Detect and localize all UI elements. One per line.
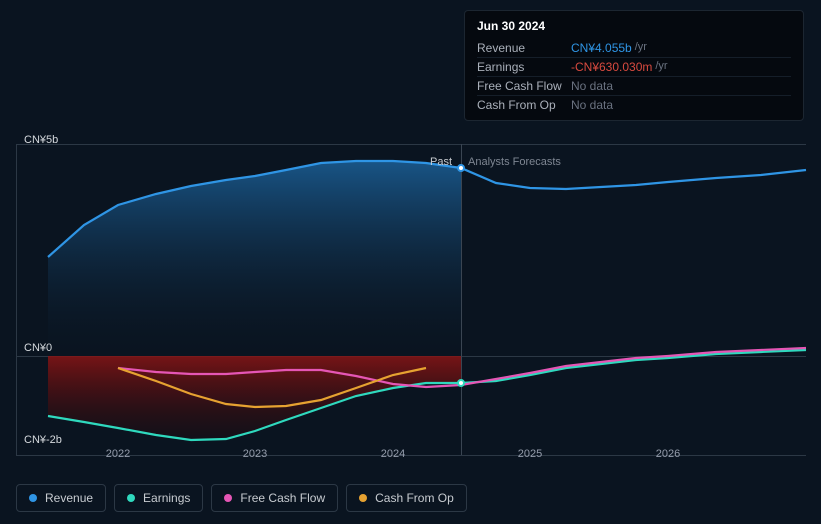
tooltip-row: Free Cash FlowNo data — [477, 76, 791, 95]
x-tick-2026: 2026 — [656, 448, 680, 460]
legend-item-earnings[interactable]: Earnings — [114, 484, 203, 512]
legend-dot-cashop — [359, 494, 367, 502]
legend-label-cashop: Cash From Op — [375, 491, 454, 505]
marker-revenue — [457, 164, 465, 172]
legend-item-fcf[interactable]: Free Cash Flow — [211, 484, 338, 512]
legend-dot-earnings — [127, 494, 135, 502]
tooltip-row-unit: /yr — [655, 60, 667, 74]
y-tick-neg2b: CN¥-2b — [24, 434, 62, 446]
tooltip-row-value: -CN¥630.030m — [571, 60, 652, 74]
tooltip-row-label: Free Cash Flow — [477, 79, 571, 93]
legend: Revenue Earnings Free Cash Flow Cash Fro… — [16, 484, 467, 512]
label-past: Past — [430, 156, 452, 168]
legend-label-revenue: Revenue — [45, 491, 93, 505]
marker-earnings — [457, 379, 465, 387]
tooltip-row: Cash From OpNo data — [477, 95, 791, 114]
tooltip-row-value: CN¥4.055b — [571, 41, 632, 55]
y-tick-5b: CN¥5b — [24, 134, 58, 146]
label-forecast: Analysts Forecasts — [468, 156, 561, 168]
x-tick-2022: 2022 — [106, 448, 130, 460]
tooltip-row-value: No data — [571, 79, 613, 93]
tooltip-row-unit: /yr — [635, 41, 647, 55]
x-tick-2024: 2024 — [381, 448, 405, 460]
tooltip-row: Earnings-CN¥630.030m/yr — [477, 57, 791, 76]
tooltip-row-label: Earnings — [477, 60, 571, 74]
legend-dot-revenue — [29, 494, 37, 502]
legend-item-revenue[interactable]: Revenue — [16, 484, 106, 512]
legend-label-earnings: Earnings — [143, 491, 190, 505]
revenue-area — [48, 161, 806, 356]
y-tick-0: CN¥0 — [24, 342, 52, 354]
x-tick-2025: 2025 — [518, 448, 542, 460]
data-tooltip: Jun 30 2024 RevenueCN¥4.055b/yrEarnings-… — [464, 10, 804, 121]
tooltip-date: Jun 30 2024 — [477, 19, 791, 33]
legend-item-cashop[interactable]: Cash From Op — [346, 484, 467, 512]
x-tick-2023: 2023 — [243, 448, 267, 460]
tooltip-row: RevenueCN¥4.055b/yr — [477, 39, 791, 57]
x-axis-line — [16, 455, 806, 456]
tooltip-row-value: No data — [571, 98, 613, 112]
legend-dot-fcf — [224, 494, 232, 502]
tooltip-row-label: Revenue — [477, 41, 571, 55]
tooltip-row-label: Cash From Op — [477, 98, 571, 112]
legend-label-fcf: Free Cash Flow — [240, 491, 325, 505]
